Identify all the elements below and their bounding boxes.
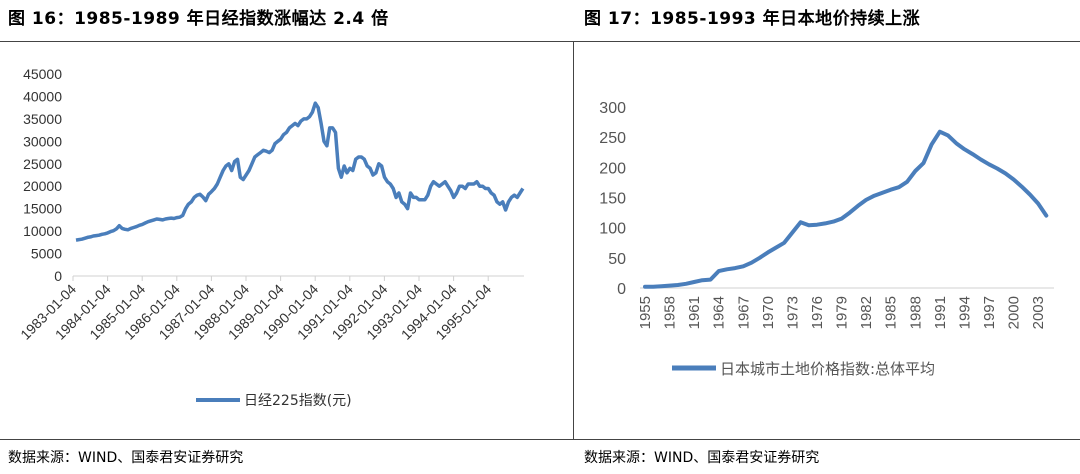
right-y-tick-label: 50 (608, 251, 626, 268)
left-y-tick-label: 40000 (23, 88, 62, 104)
right-x-tick-label: 1982 (858, 296, 875, 329)
right-x-tick-label: 1970 (760, 296, 777, 329)
right-series-line (643, 129, 1049, 289)
left-y-tick-label: 45000 (23, 66, 62, 82)
right-y-tick-label: 300 (599, 100, 626, 117)
left-y-tick-label: 5000 (31, 246, 62, 262)
right-y-tick-label: 250 (599, 130, 626, 147)
left-y-tick-label: 20000 (23, 178, 62, 194)
header-divider (0, 41, 1080, 42)
left-y-tick-label: 0 (54, 268, 62, 284)
right-x-tick-label: 1991 (932, 296, 949, 329)
left-y-tick-label: 35000 (23, 111, 62, 127)
right-y-tick-label: 0 (617, 281, 626, 298)
left-y-tick-label: 10000 (23, 223, 62, 239)
left-series-line (75, 101, 525, 242)
right-x-tick-label: 2003 (1030, 296, 1047, 329)
left-chart-title: 图 16：1985-1989 年日经指数涨幅达 2.4 倍 (8, 9, 389, 29)
right-x-tick-label: 1967 (735, 296, 752, 329)
left-y-tick-label: 30000 (23, 133, 62, 149)
right-x-tick-label: 1955 (637, 296, 654, 329)
right-source-note: 数据来源：WIND、国泰君安证券研究 (584, 450, 820, 466)
right-x-tick-label: 1997 (981, 296, 998, 329)
right-x-tick-label: 1979 (834, 296, 851, 329)
right-x-tick-label: 2000 (1006, 296, 1023, 329)
panel-divider (573, 41, 574, 439)
right-y-tick-label: 100 (599, 221, 626, 238)
right-x-tick-label: 1988 (907, 296, 924, 329)
footer-divider (0, 439, 1080, 440)
left-source-note: 数据来源：WIND、国泰君安证券研究 (8, 450, 244, 466)
left-y-tick-label: 15000 (23, 201, 62, 217)
right-x-tick-label: 1958 (662, 296, 679, 329)
left-y-tick-label: 25000 (23, 156, 62, 172)
right-legend-label: 日本城市土地价格指数:总体平均 (720, 360, 935, 378)
right-x-tick-label: 1964 (711, 296, 728, 329)
right-x-tick-label: 1961 (686, 296, 703, 329)
left-legend-label: 日经225指数(元) (244, 393, 352, 409)
right-x-tick-label: 1976 (809, 296, 826, 329)
right-x-tick-label: 1994 (956, 296, 973, 329)
right-y-tick-label: 150 (599, 191, 626, 208)
right-y-tick-label: 200 (599, 160, 626, 177)
right-x-tick-label: 1985 (883, 296, 900, 329)
right-x-tick-label: 1973 (784, 296, 801, 329)
right-chart-title: 图 17：1985-1993 年日本地价持续上涨 (584, 9, 921, 29)
